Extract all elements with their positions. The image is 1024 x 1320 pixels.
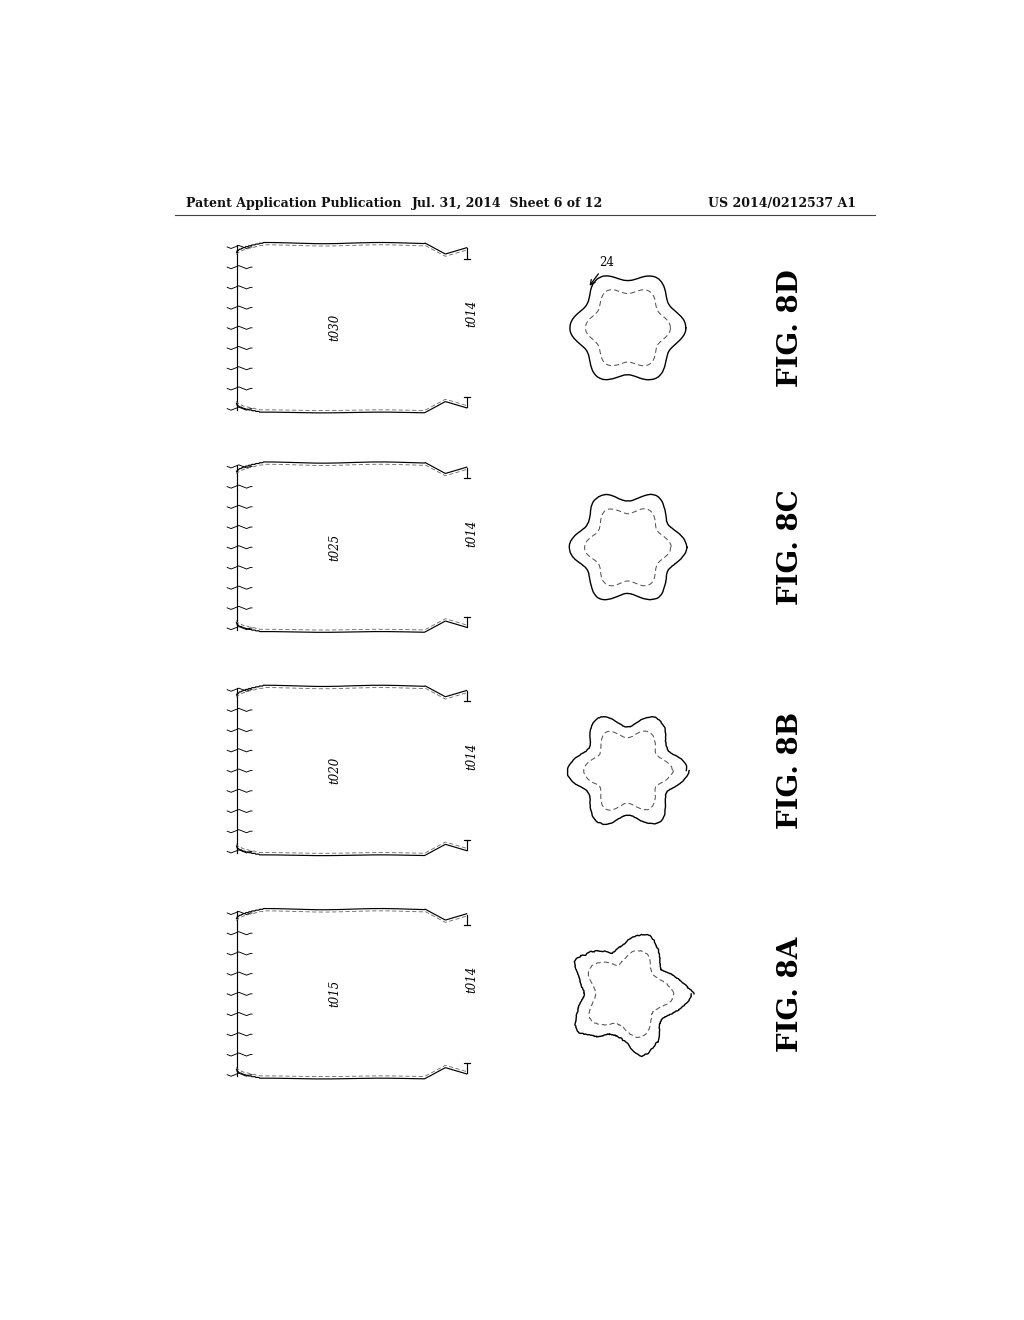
Text: FIG. 8B: FIG. 8B (777, 711, 804, 829)
Text: FIG. 8D: FIG. 8D (777, 269, 804, 387)
Text: t014: t014 (466, 743, 478, 770)
Text: t014: t014 (466, 966, 478, 994)
Text: FIG. 8C: FIG. 8C (777, 490, 804, 605)
Text: t014: t014 (466, 300, 478, 327)
Text: t020: t020 (329, 756, 342, 784)
Text: 24: 24 (591, 256, 614, 285)
Text: t014: t014 (466, 520, 478, 546)
Text: US 2014/0212537 A1: US 2014/0212537 A1 (709, 197, 856, 210)
Text: t025: t025 (329, 533, 342, 561)
Text: Patent Application Publication: Patent Application Publication (186, 197, 401, 210)
Text: t030: t030 (329, 314, 342, 342)
Text: t015: t015 (329, 981, 342, 1007)
Text: FIG. 8A: FIG. 8A (777, 936, 804, 1052)
Text: Jul. 31, 2014  Sheet 6 of 12: Jul. 31, 2014 Sheet 6 of 12 (412, 197, 603, 210)
